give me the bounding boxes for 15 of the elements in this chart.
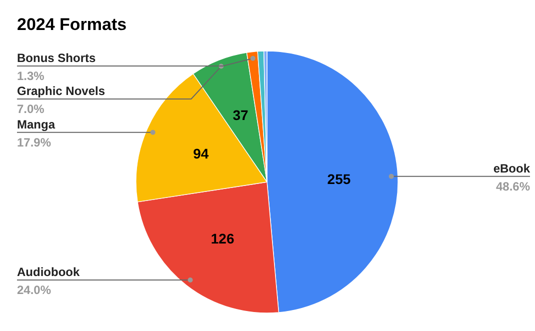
data-label: 37 xyxy=(232,107,248,124)
slice-label: Audiobook xyxy=(17,264,80,279)
data-label: 255 xyxy=(327,170,351,187)
chart-title: 2024 Formats xyxy=(17,15,127,34)
slice-label: Graphic Novels xyxy=(17,84,106,98)
data-label: 94 xyxy=(193,145,209,162)
data-label: 126 xyxy=(210,230,234,247)
text: 48.6% xyxy=(496,179,530,194)
text: 1.3% xyxy=(17,69,45,83)
slice-label: eBook xyxy=(493,161,530,176)
text: 7.0% xyxy=(17,102,45,116)
text: 17.9% xyxy=(17,135,52,150)
text: 24.0% xyxy=(17,282,52,297)
slice-label: Manga xyxy=(17,117,56,132)
slice-label: Bonus Shorts xyxy=(17,51,96,65)
